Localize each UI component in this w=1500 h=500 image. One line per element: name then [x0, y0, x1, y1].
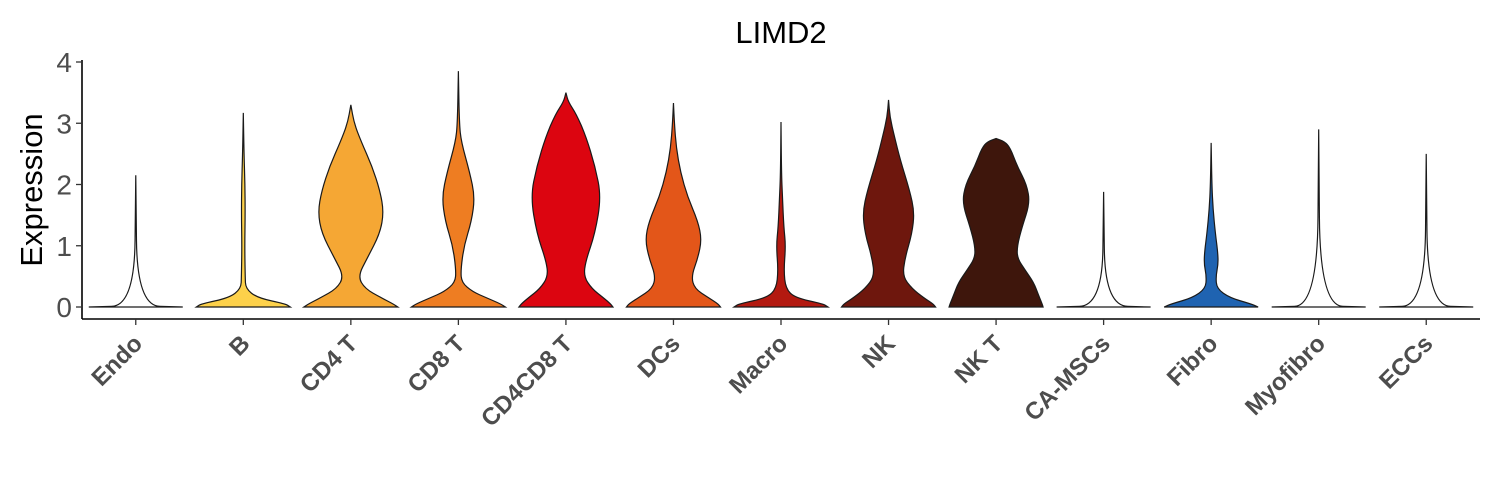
violin-macro: [731, 122, 831, 308]
x-tick-label: CD8 T: [403, 330, 471, 398]
x-tick-label: Fibro: [1162, 330, 1224, 392]
violin-nk-t: [948, 137, 1044, 308]
x-tick-label: CA-MSCs: [1019, 330, 1115, 426]
x-tick-label: CD4 T: [295, 330, 363, 398]
violin-ca-mscs: [1056, 191, 1151, 308]
y-tick-label: 1: [56, 231, 72, 262]
chart-title: LIMD2: [735, 15, 826, 50]
violin-fibro: [1163, 142, 1259, 308]
x-tick-label: DCs: [633, 330, 686, 383]
y-axis-label: Expression: [14, 113, 49, 266]
violin-myofibro: [1271, 129, 1366, 308]
x-tick-label: NK T: [950, 330, 1009, 389]
violin-cd4-t: [301, 104, 400, 308]
violin-b: [194, 112, 293, 308]
violin-eccs: [1379, 153, 1474, 308]
violin-group: [88, 71, 1474, 308]
y-ticks: 0 1 2 3 4: [56, 47, 82, 323]
x-tick-label: Endo: [86, 330, 148, 392]
x-tick-label: Myofibro: [1240, 330, 1331, 421]
y-tick-label: 4: [56, 47, 72, 78]
x-tick-label: ECCs: [1374, 330, 1438, 394]
violin-cd4cd8-t: [517, 92, 615, 308]
y-tick-label: 0: [56, 292, 72, 323]
violin-endo: [88, 175, 183, 308]
violin-nk: [840, 99, 937, 308]
x-ticks: Endo B CD4 T CD8 T CD4CD8 T DCs Macro NK NK T CA-…: [86, 319, 1438, 432]
x-tick-label: CD4CD8 T: [476, 330, 578, 432]
violin-cd8-t: [409, 71, 508, 308]
y-tick-label: 2: [56, 170, 72, 201]
x-tick-label: B: [224, 330, 255, 361]
x-tick-label: Macro: [724, 330, 793, 399]
y-tick-label: 3: [56, 108, 72, 139]
x-tick-label: NK: [857, 330, 901, 374]
violin-dcs: [625, 103, 722, 308]
